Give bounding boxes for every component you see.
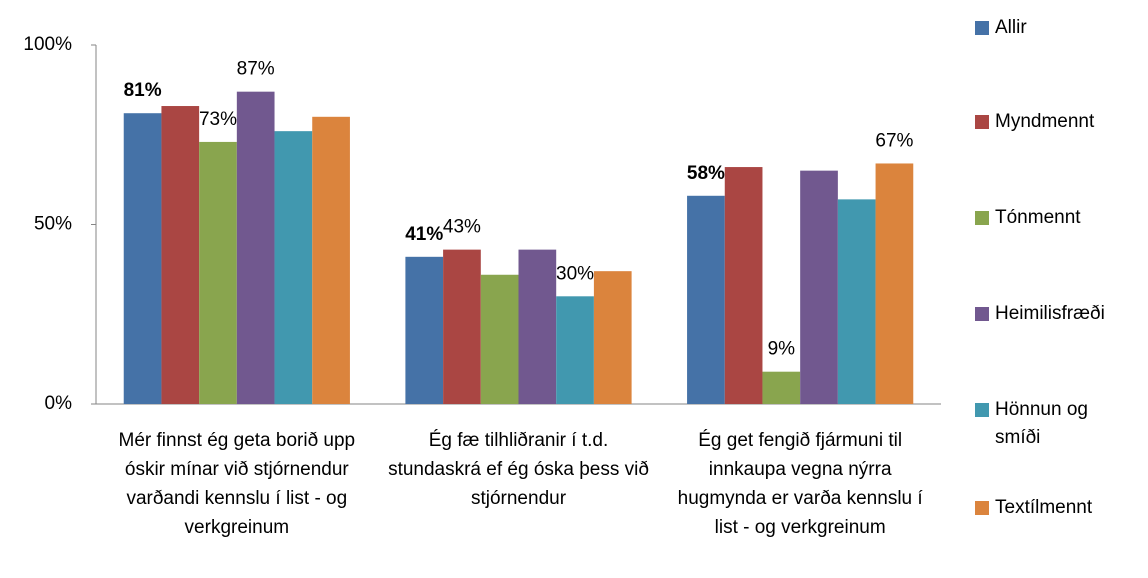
bar <box>593 271 632 404</box>
y-tick-label: 100% <box>23 34 72 55</box>
legend-item: Tónmennt <box>975 204 1145 232</box>
bar <box>556 296 594 404</box>
bar <box>724 167 763 404</box>
legend-swatch <box>975 307 989 321</box>
bar <box>443 249 481 404</box>
legend-swatch <box>975 211 989 225</box>
bar <box>312 116 350 405</box>
data-label: 67% <box>875 130 913 151</box>
data-label: 41% <box>405 224 443 245</box>
data-label: 58% <box>687 163 725 184</box>
data-label: 81% <box>124 80 162 101</box>
legend-swatch <box>975 115 989 129</box>
bar <box>274 131 313 404</box>
data-label: 30% <box>556 263 594 284</box>
data-label: 43% <box>443 217 481 238</box>
legend-item: Textílmennt <box>975 494 1145 522</box>
bar <box>837 199 876 404</box>
legend-swatch <box>975 21 989 35</box>
legend-label: Hönnun og smíði <box>995 399 1088 448</box>
x-tick-label: Ég get fengið fjármuni til innkaupa vegn… <box>677 430 923 538</box>
data-label: 87% <box>237 59 275 80</box>
bar <box>199 141 237 404</box>
legend-swatch <box>975 403 989 417</box>
y-tick-label: 0% <box>45 393 73 414</box>
legend-label: Heimilisfræði <box>995 303 1105 324</box>
bar <box>161 106 200 404</box>
data-label: 9% <box>768 339 796 360</box>
bar <box>875 163 914 404</box>
bar <box>480 274 519 404</box>
bar <box>405 256 444 404</box>
bar <box>762 371 801 404</box>
bar <box>123 113 162 405</box>
x-tick-label: Ég fæ tilhliðranir í t.d. stundaskrá ef … <box>388 430 649 509</box>
bar <box>236 91 275 405</box>
data-label: 73% <box>199 109 237 130</box>
legend-item: Allir <box>975 14 1145 42</box>
bar <box>518 249 557 404</box>
legend-label: Textílmennt <box>995 497 1093 518</box>
legend-item: Myndmennt <box>975 108 1145 136</box>
legend-item: Heimilisfræði <box>975 300 1145 328</box>
legend-label: Tónmennt <box>995 207 1081 228</box>
bar <box>687 195 725 404</box>
y-tick-label: 50% <box>34 214 72 235</box>
legend-label: Allir <box>995 17 1027 38</box>
bar <box>800 170 838 404</box>
x-tick-label: Mér finnst ég geta borið upp óskir mínar… <box>118 430 356 538</box>
legend-item: Hönnun og smíði <box>975 396 1145 452</box>
legend-swatch <box>975 501 989 515</box>
legend-label: Myndmennt <box>995 111 1095 132</box>
